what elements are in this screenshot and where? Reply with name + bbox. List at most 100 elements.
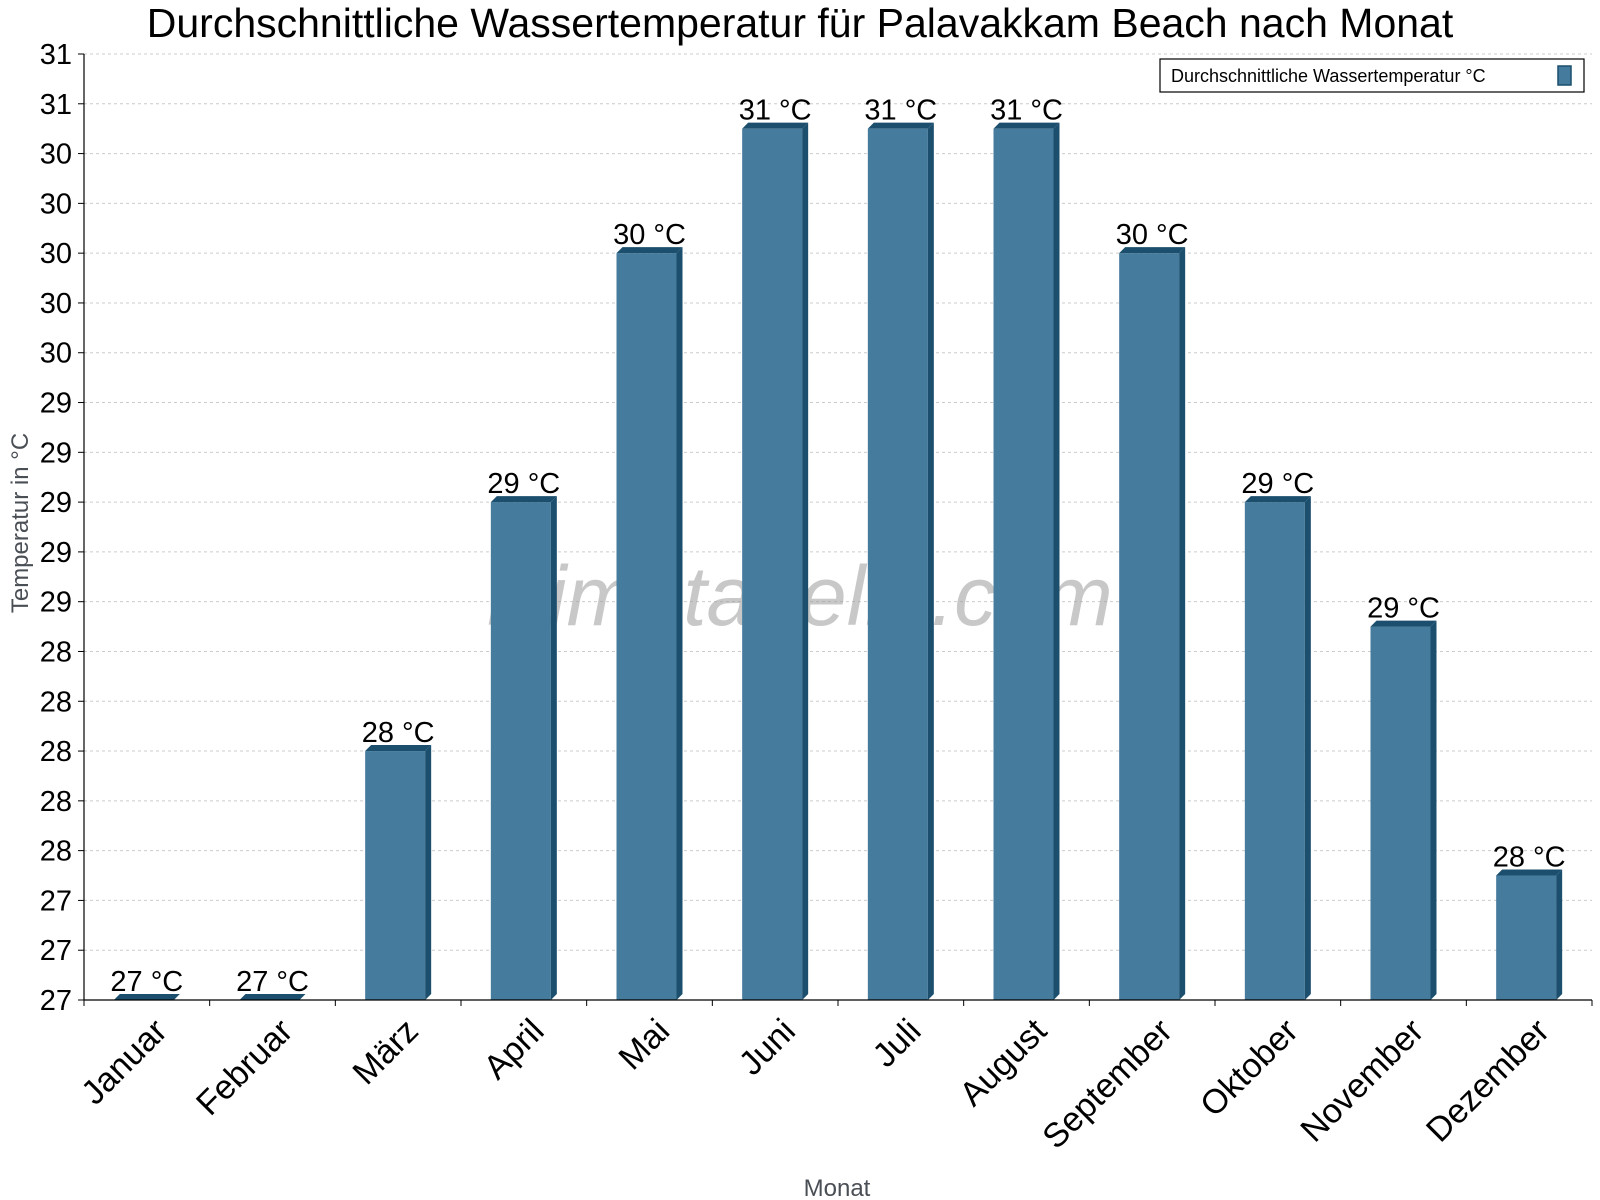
chart-title: Durchschnittliche Wassertemperatur für P… [147,0,1454,46]
data-label: 27 °C [110,966,183,998]
bar-front [993,128,1054,1000]
data-label: 30 °C [613,219,686,251]
bar-top [490,496,557,503]
bar-side [802,122,809,1001]
gridlines [84,53,1592,951]
data-label: 29 °C [487,468,560,500]
y-tick-label: 29 [40,487,72,519]
bar-top [616,247,683,254]
axes [83,54,1593,1006]
x-tick-label: September [1035,1012,1179,1156]
x-tick-label: April [477,1012,552,1087]
data-label: 28 °C [1493,842,1566,874]
y-tick-labels: 27 27 27 28 28 28 28 28 29 29 29 29 29 30 30 30 30 30 31 31 [40,39,84,1017]
data-label: 28 °C [362,717,435,749]
x-tick-label: Dezember [1419,1012,1557,1150]
bar-top [113,994,180,1000]
bar-top [365,745,432,752]
x-tick-label: Juli [866,1012,929,1075]
bar-side [550,496,557,1000]
bar-front [1370,626,1431,1000]
data-label: 31 °C [739,95,812,127]
y-tick-label: 30 [40,238,72,270]
y-tick-label: 28 [40,786,72,818]
bar-front [1244,502,1305,1000]
bar-front [490,502,551,1000]
y-tick-label: 28 [40,686,72,718]
x-tick-label: August [952,1011,1054,1113]
y-axis-label: Temperatur in °C [7,433,34,613]
data-label: 27 °C [236,966,309,998]
bar [239,994,306,1000]
y-tick-label: 29 [40,437,72,469]
y-tick-label: 30 [40,139,72,171]
bar-front [867,128,928,1000]
bar [113,994,180,1000]
x-tick-label: Mai [612,1012,678,1078]
x-axis-label: Monat [804,1175,871,1200]
y-tick-label: 28 [40,836,72,868]
bar [1370,620,1437,1000]
bar-side [1430,620,1437,1000]
bar-front [1496,875,1557,1000]
bar-top [1496,869,1563,876]
bar [867,122,934,1001]
bar [1244,496,1311,1000]
y-tick-label: 27 [40,985,72,1017]
bar [365,745,432,1000]
bar [742,122,809,1001]
bar-top [867,122,934,129]
legend-swatch [1557,65,1572,86]
x-tick-label: Juni [732,1012,803,1083]
bar-front [1119,253,1180,1000]
y-tick-label: 27 [40,935,72,967]
bar-side [1304,496,1311,1000]
y-tick-label: 31 [40,39,72,71]
x-tick-label: Januar [74,1012,174,1112]
bars [113,122,1563,1001]
data-label: 31 °C [864,95,937,127]
bar-side [425,745,432,1000]
bar-top [1244,496,1311,503]
data-label: 29 °C [1241,468,1314,500]
bar-front [742,128,803,1000]
y-tick-label: 28 [40,636,72,668]
bar-side [1179,247,1186,1000]
y-tick-label: 30 [40,338,72,370]
data-label: 29 °C [1367,593,1440,625]
y-tick-label: 29 [40,587,72,619]
bar-top [1119,247,1186,254]
y-tick-label: 29 [40,388,72,420]
bar-side [1556,869,1563,1000]
y-tick-label: 30 [40,288,72,320]
y-tick-label: 28 [40,736,72,768]
data-label: 31 °C [990,95,1063,127]
bar [1496,869,1563,1000]
x-tick-label: Februar [189,1012,300,1123]
bar-top [239,994,306,1000]
bar [616,247,683,1000]
bar-side [927,122,934,1001]
x-tick-label: Oktober [1193,1012,1305,1124]
bar-side [1053,122,1060,1001]
bar-top [742,122,809,129]
y-tick-label: 29 [40,537,72,569]
x-tick-labels: Januar Februar März April Mai Juni Juli AugustS… [74,1011,1557,1156]
bar-top [1370,620,1437,627]
y-tick-label: 27 [40,885,72,917]
legend-box [1159,58,1585,93]
bar [490,496,557,1000]
bar-front [616,253,677,1000]
bar [993,122,1060,1001]
legend: Durchschnittliche Wassertemperatur °C [1159,58,1585,93]
data-label: 30 °C [1116,219,1189,251]
x-tick-label: November [1293,1012,1431,1150]
x-tick-label: März [346,1012,426,1092]
bar-front [365,751,426,1000]
bar [1119,247,1186,1000]
bar-side [676,247,683,1000]
y-tick-label: 31 [40,89,72,121]
bar-top [993,122,1060,129]
y-tick-label: 30 [40,188,72,220]
